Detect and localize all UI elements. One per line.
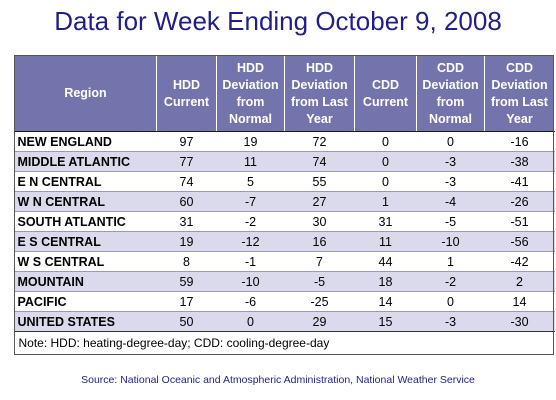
cell: -56 — [484, 231, 555, 252]
cell: 0 — [216, 311, 285, 332]
cell: -25 — [284, 291, 355, 312]
col-header-hdd-dev-last-year: HDD Deviation from Last Year — [284, 55, 355, 132]
cell-region: W S CENTRAL — [14, 251, 157, 272]
cell-region: SOUTH ATLANTIC — [14, 211, 157, 232]
cell-region: UNITED STATES — [14, 311, 157, 332]
cell: 0 — [354, 131, 417, 152]
cell: -5 — [416, 211, 485, 232]
cell: 59 — [156, 271, 217, 292]
cell: -3 — [416, 151, 485, 172]
cell: 17 — [156, 291, 217, 312]
cell: 7 — [284, 251, 355, 272]
cell: 29 — [284, 311, 355, 332]
cell: -3 — [416, 171, 485, 192]
cell: -5 — [284, 271, 355, 292]
cell: 0 — [416, 131, 485, 152]
cell: -4 — [416, 191, 485, 212]
table-row: MOUNTAIN 59 -10 -5 18 -2 2 — [14, 271, 555, 292]
cell: 14 — [354, 291, 417, 312]
header-row: Region HDD Current HDD Deviation from No… — [14, 55, 555, 132]
cell: -10 — [216, 271, 285, 292]
cell: 1 — [416, 251, 485, 272]
table-row: E S CENTRAL 19 -12 16 11 -10 -56 — [14, 231, 555, 252]
source-citation: Source: National Oceanic and Atmospheric… — [81, 374, 475, 386]
cell: -51 — [484, 211, 555, 232]
cell: -12 — [216, 231, 285, 252]
note-row: Note: HDD: heating-degree-day; CDD: cool… — [14, 331, 555, 354]
cell: -3 — [416, 311, 485, 332]
col-header-cdd-dev-last-year: CDD Deviation from Last Year — [484, 55, 555, 132]
cell: 50 — [156, 311, 217, 332]
cell: 44 — [354, 251, 417, 272]
cell: 1 — [354, 191, 417, 212]
table-row: MIDDLE ATLANTIC 77 11 74 0 -3 -38 — [14, 151, 555, 172]
cell-region: MOUNTAIN — [14, 271, 157, 292]
data-table-container: Region HDD Current HDD Deviation from No… — [14, 55, 555, 354]
cell: 31 — [354, 211, 417, 232]
cell-region: NEW ENGLAND — [14, 131, 157, 152]
cell: -2 — [216, 211, 285, 232]
cell: 31 — [156, 211, 217, 232]
cell: 11 — [354, 231, 417, 252]
cell-region: E S CENTRAL — [14, 231, 157, 252]
col-header-hdd-dev-normal: HDD Deviation from Normal — [216, 55, 285, 132]
cell: -2 — [416, 271, 485, 292]
cell-region: PACIFIC — [14, 291, 157, 312]
cell-region: MIDDLE ATLANTIC — [14, 151, 157, 172]
cell: 19 — [216, 131, 285, 152]
cell: 60 — [156, 191, 217, 212]
col-header-hdd-current: HDD Current — [156, 55, 217, 132]
cell: 72 — [284, 131, 355, 152]
cell: 27 — [284, 191, 355, 212]
table-row: UNITED STATES 50 0 29 15 -3 -30 — [14, 311, 555, 332]
cell: 74 — [284, 151, 355, 172]
page-title: Data for Week Ending October 9, 2008 — [54, 6, 502, 36]
cell: 16 — [284, 231, 355, 252]
cell: -42 — [484, 251, 555, 272]
cell: 30 — [284, 211, 355, 232]
cell: 0 — [354, 171, 417, 192]
cell: -1 — [216, 251, 285, 272]
cell: 97 — [156, 131, 217, 152]
cell: 55 — [284, 171, 355, 192]
table-row: SOUTH ATLANTIC 31 -2 30 31 -5 -51 — [14, 211, 555, 232]
degree-day-table: Region HDD Current HDD Deviation from No… — [14, 55, 555, 354]
table-row: E N CENTRAL 74 5 55 0 -3 -41 — [14, 171, 555, 192]
table-row: W N CENTRAL 60 -7 27 1 -4 -26 — [14, 191, 555, 212]
cell: 5 — [216, 171, 285, 192]
cell: -7 — [216, 191, 285, 212]
cell: 77 — [156, 151, 217, 172]
cell: 8 — [156, 251, 217, 272]
cell: -26 — [484, 191, 555, 212]
cell: -10 — [416, 231, 485, 252]
cell: -38 — [484, 151, 555, 172]
table-note: Note: HDD: heating-degree-day; CDD: cool… — [14, 331, 555, 354]
cell: 0 — [416, 291, 485, 312]
table-row: NEW ENGLAND 97 19 72 0 0 -16 — [14, 131, 555, 152]
col-header-region: Region — [14, 55, 157, 132]
cell: -30 — [484, 311, 555, 332]
cell: 19 — [156, 231, 217, 252]
cell: 15 — [354, 311, 417, 332]
col-header-cdd-dev-normal: CDD Deviation from Normal — [416, 55, 485, 132]
cell: 2 — [484, 271, 555, 292]
cell: 11 — [216, 151, 285, 172]
cell-region: W N CENTRAL — [14, 191, 157, 212]
cell-region: E N CENTRAL — [14, 171, 157, 192]
cell: -16 — [484, 131, 555, 152]
table-row: PACIFIC 17 -6 -25 14 0 14 — [14, 291, 555, 312]
col-header-cdd-current: CDD Current — [354, 55, 417, 132]
cell: 14 — [484, 291, 555, 312]
table-row: W S CENTRAL 8 -1 7 44 1 -42 — [14, 251, 555, 272]
cell: 18 — [354, 271, 417, 292]
cell: 74 — [156, 171, 217, 192]
cell: 0 — [354, 151, 417, 172]
cell: -6 — [216, 291, 285, 312]
cell: -41 — [484, 171, 555, 192]
